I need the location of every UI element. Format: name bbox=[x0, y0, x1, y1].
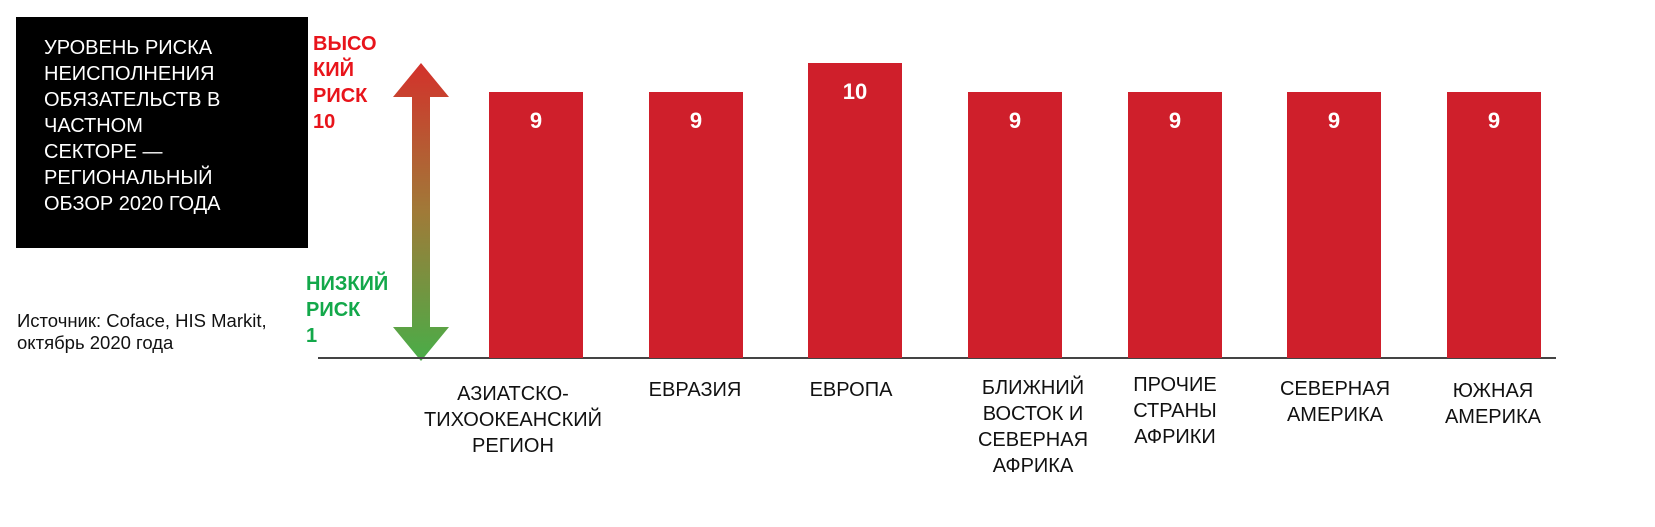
category-label-europe: ЕВРОПА bbox=[809, 379, 893, 401]
x-axis-line bbox=[318, 357, 1556, 359]
category-label-north-america: СЕВЕРНАЯ АМЕРИКА bbox=[1279, 378, 1391, 426]
bar-value: 9 bbox=[689, 108, 703, 133]
category-label-asia-pacific: АЗИАТСКО- ТИХООКЕАНСКИЙ РЕГИОН bbox=[424, 383, 602, 457]
bar-value: 9 bbox=[1168, 108, 1182, 133]
bar-north-america: 9 bbox=[1287, 92, 1381, 358]
bar-eurasia: 9 bbox=[649, 92, 743, 358]
bar-value: 9 bbox=[1487, 108, 1501, 133]
risk-scale-arrow-icon bbox=[393, 63, 449, 361]
high-risk-label: ВЫСО КИЙ РИСК 10 bbox=[313, 33, 377, 133]
low-risk-label: НИЗКИЙ РИСК 1 bbox=[306, 271, 389, 349]
bar-south-america: 9 bbox=[1447, 92, 1541, 358]
bar-value: 10 bbox=[842, 79, 868, 104]
bar-asia-pacific: 9 bbox=[489, 92, 583, 358]
bar-other-africa: 9 bbox=[1128, 92, 1222, 358]
bar-europe: 10 bbox=[808, 63, 902, 358]
bar-value: 9 bbox=[529, 108, 543, 133]
category-label-south-america: ЮЖНАЯ АМЕРИКА bbox=[1444, 380, 1542, 428]
source-note: Источник: Coface, HIS Markit, октябрь 20… bbox=[17, 310, 267, 353]
chart-title: УРОВЕНЬ РИСКА НЕИСПОЛНЕНИЯ ОБЯЗАТЕЛЬСТВ … bbox=[44, 37, 221, 215]
category-label-mena: БЛИЖНИЙ ВОСТОК И СЕВЕРНАЯ АФРИКА bbox=[977, 377, 1089, 477]
category-label-eurasia: ЕВРАЗИЯ bbox=[648, 379, 742, 401]
category-label-other-africa: ПРОЧИЕ СТРАНЫ АФРИКИ bbox=[1133, 374, 1217, 448]
bar-mena: 9 bbox=[968, 92, 1062, 358]
chart-title-box: УРОВЕНЬ РИСКА НЕИСПОЛНЕНИЯ ОБЯЗАТЕЛЬСТВ … bbox=[16, 17, 308, 248]
bar-value: 9 bbox=[1327, 108, 1341, 133]
bar-value: 9 bbox=[1008, 108, 1022, 133]
